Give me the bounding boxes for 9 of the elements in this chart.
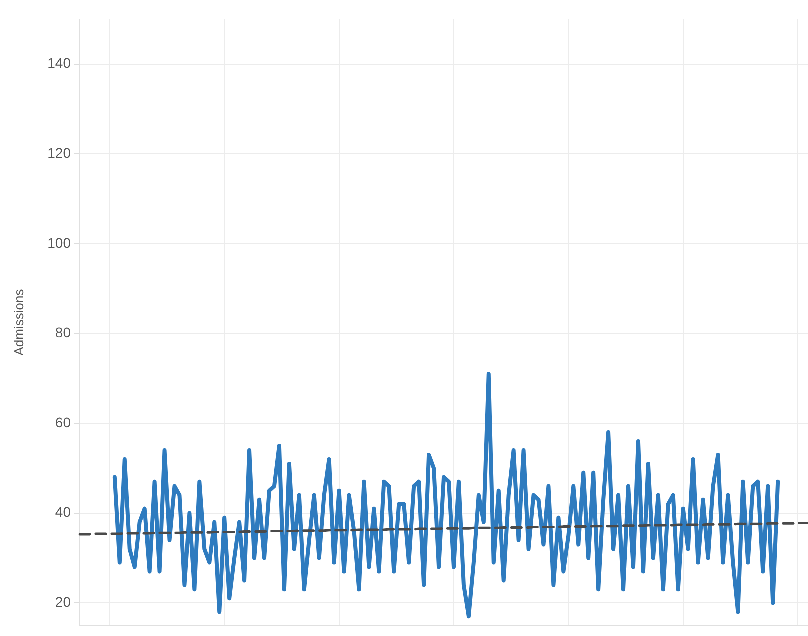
y-tick-label: 60 bbox=[55, 414, 72, 430]
y-tick-label: 40 bbox=[55, 504, 72, 520]
y-axis-title: Admissions bbox=[11, 288, 26, 356]
y-tick-label: 80 bbox=[55, 324, 72, 341]
y-tick-label: 120 bbox=[48, 144, 72, 161]
y-tick-label: 100 bbox=[48, 234, 72, 251]
line-series bbox=[78, 522, 808, 536]
y-tick-label: 20 bbox=[55, 594, 72, 610]
y-tick-label: 140 bbox=[48, 55, 72, 72]
